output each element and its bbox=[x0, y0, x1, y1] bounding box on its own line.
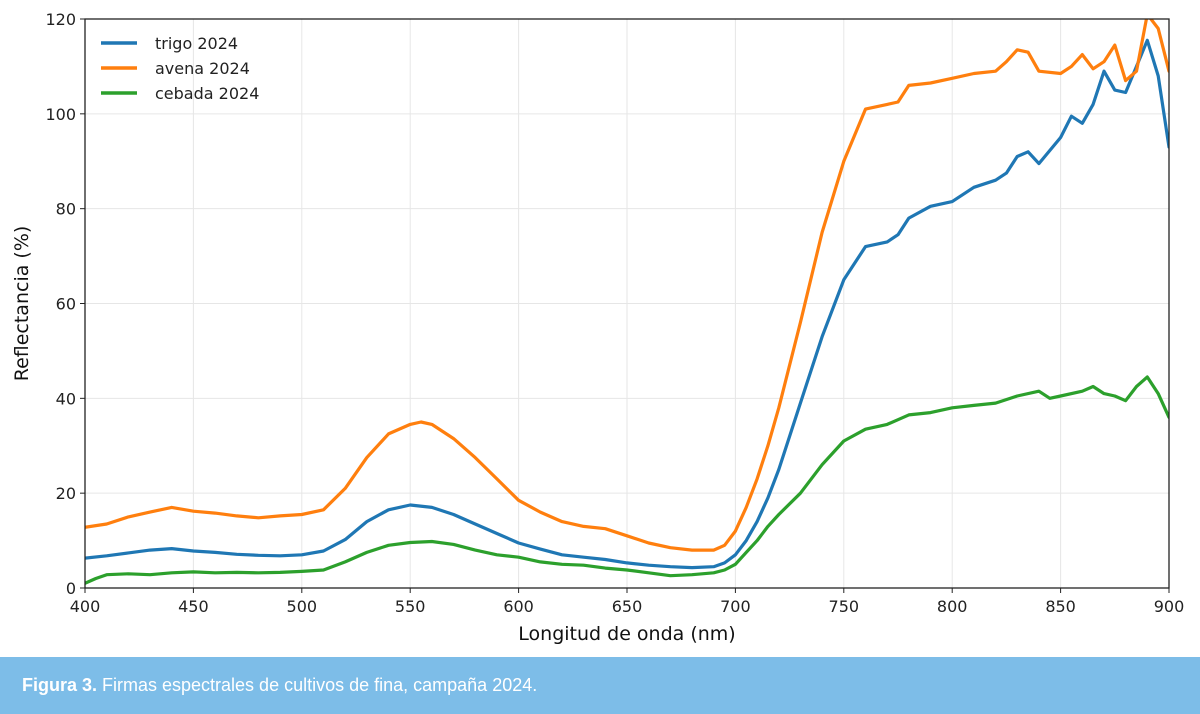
y-tick-label: 0 bbox=[66, 579, 76, 598]
y-tick-label: 80 bbox=[56, 200, 76, 219]
legend-label-0: trigo 2024 bbox=[155, 34, 238, 53]
figure-caption: Figura 3. Firmas espectrales de cultivos… bbox=[22, 675, 537, 696]
x-tick-label: 850 bbox=[1045, 597, 1076, 616]
x-tick-label: 550 bbox=[395, 597, 426, 616]
grid bbox=[84, 18, 1170, 589]
spectral-line-chart: 400 450 500 550 600 650 700 750 800 850 900 0 20 40 60… bbox=[11, 10, 1184, 645]
x-tick-label: 600 bbox=[503, 597, 534, 616]
x-tick-label: 900 bbox=[1154, 597, 1185, 616]
x-tick-label: 800 bbox=[937, 597, 968, 616]
y-tick-label: 60 bbox=[56, 295, 76, 314]
caption-text: Firmas espectrales de cultivos de fina, … bbox=[97, 675, 538, 695]
legend-label-2: cebada 2024 bbox=[155, 84, 259, 103]
caption-label: Figura 3. bbox=[22, 675, 98, 695]
x-tick-label: 450 bbox=[178, 597, 209, 616]
y-tick-label: 120 bbox=[45, 10, 76, 29]
legend-label-1: avena 2024 bbox=[155, 59, 250, 78]
axis-ticks: 400 450 500 550 600 650 700 750 800 850 900 0 20 40 60… bbox=[45, 10, 1184, 616]
series-line-1 bbox=[85, 19, 1169, 552]
x-tick-label: 700 bbox=[720, 597, 751, 616]
y-tick-label: 100 bbox=[45, 105, 76, 124]
y-tick-label: 40 bbox=[56, 389, 76, 408]
series-line-2 bbox=[85, 375, 1169, 585]
x-tick-label: 500 bbox=[287, 597, 318, 616]
series-lines bbox=[85, 19, 1169, 585]
x-tick-label: 400 bbox=[70, 597, 101, 616]
x-tick-label: 650 bbox=[612, 597, 643, 616]
chart-area: 400 450 500 550 600 650 700 750 800 850 900 0 20 40 60… bbox=[11, 10, 1184, 645]
figure-caption-bar: Figura 3. Firmas espectrales de cultivos… bbox=[0, 657, 1200, 714]
x-axis-title: Longitud de onda (nm) bbox=[518, 623, 735, 645]
series-line-0 bbox=[85, 38, 1169, 570]
legend: trigo 2024 avena 2024 cebada 2024 bbox=[101, 34, 259, 103]
y-tick-label: 20 bbox=[56, 484, 76, 503]
x-tick-label: 750 bbox=[829, 597, 860, 616]
y-axis-title: Reflectancia (%) bbox=[11, 226, 33, 382]
